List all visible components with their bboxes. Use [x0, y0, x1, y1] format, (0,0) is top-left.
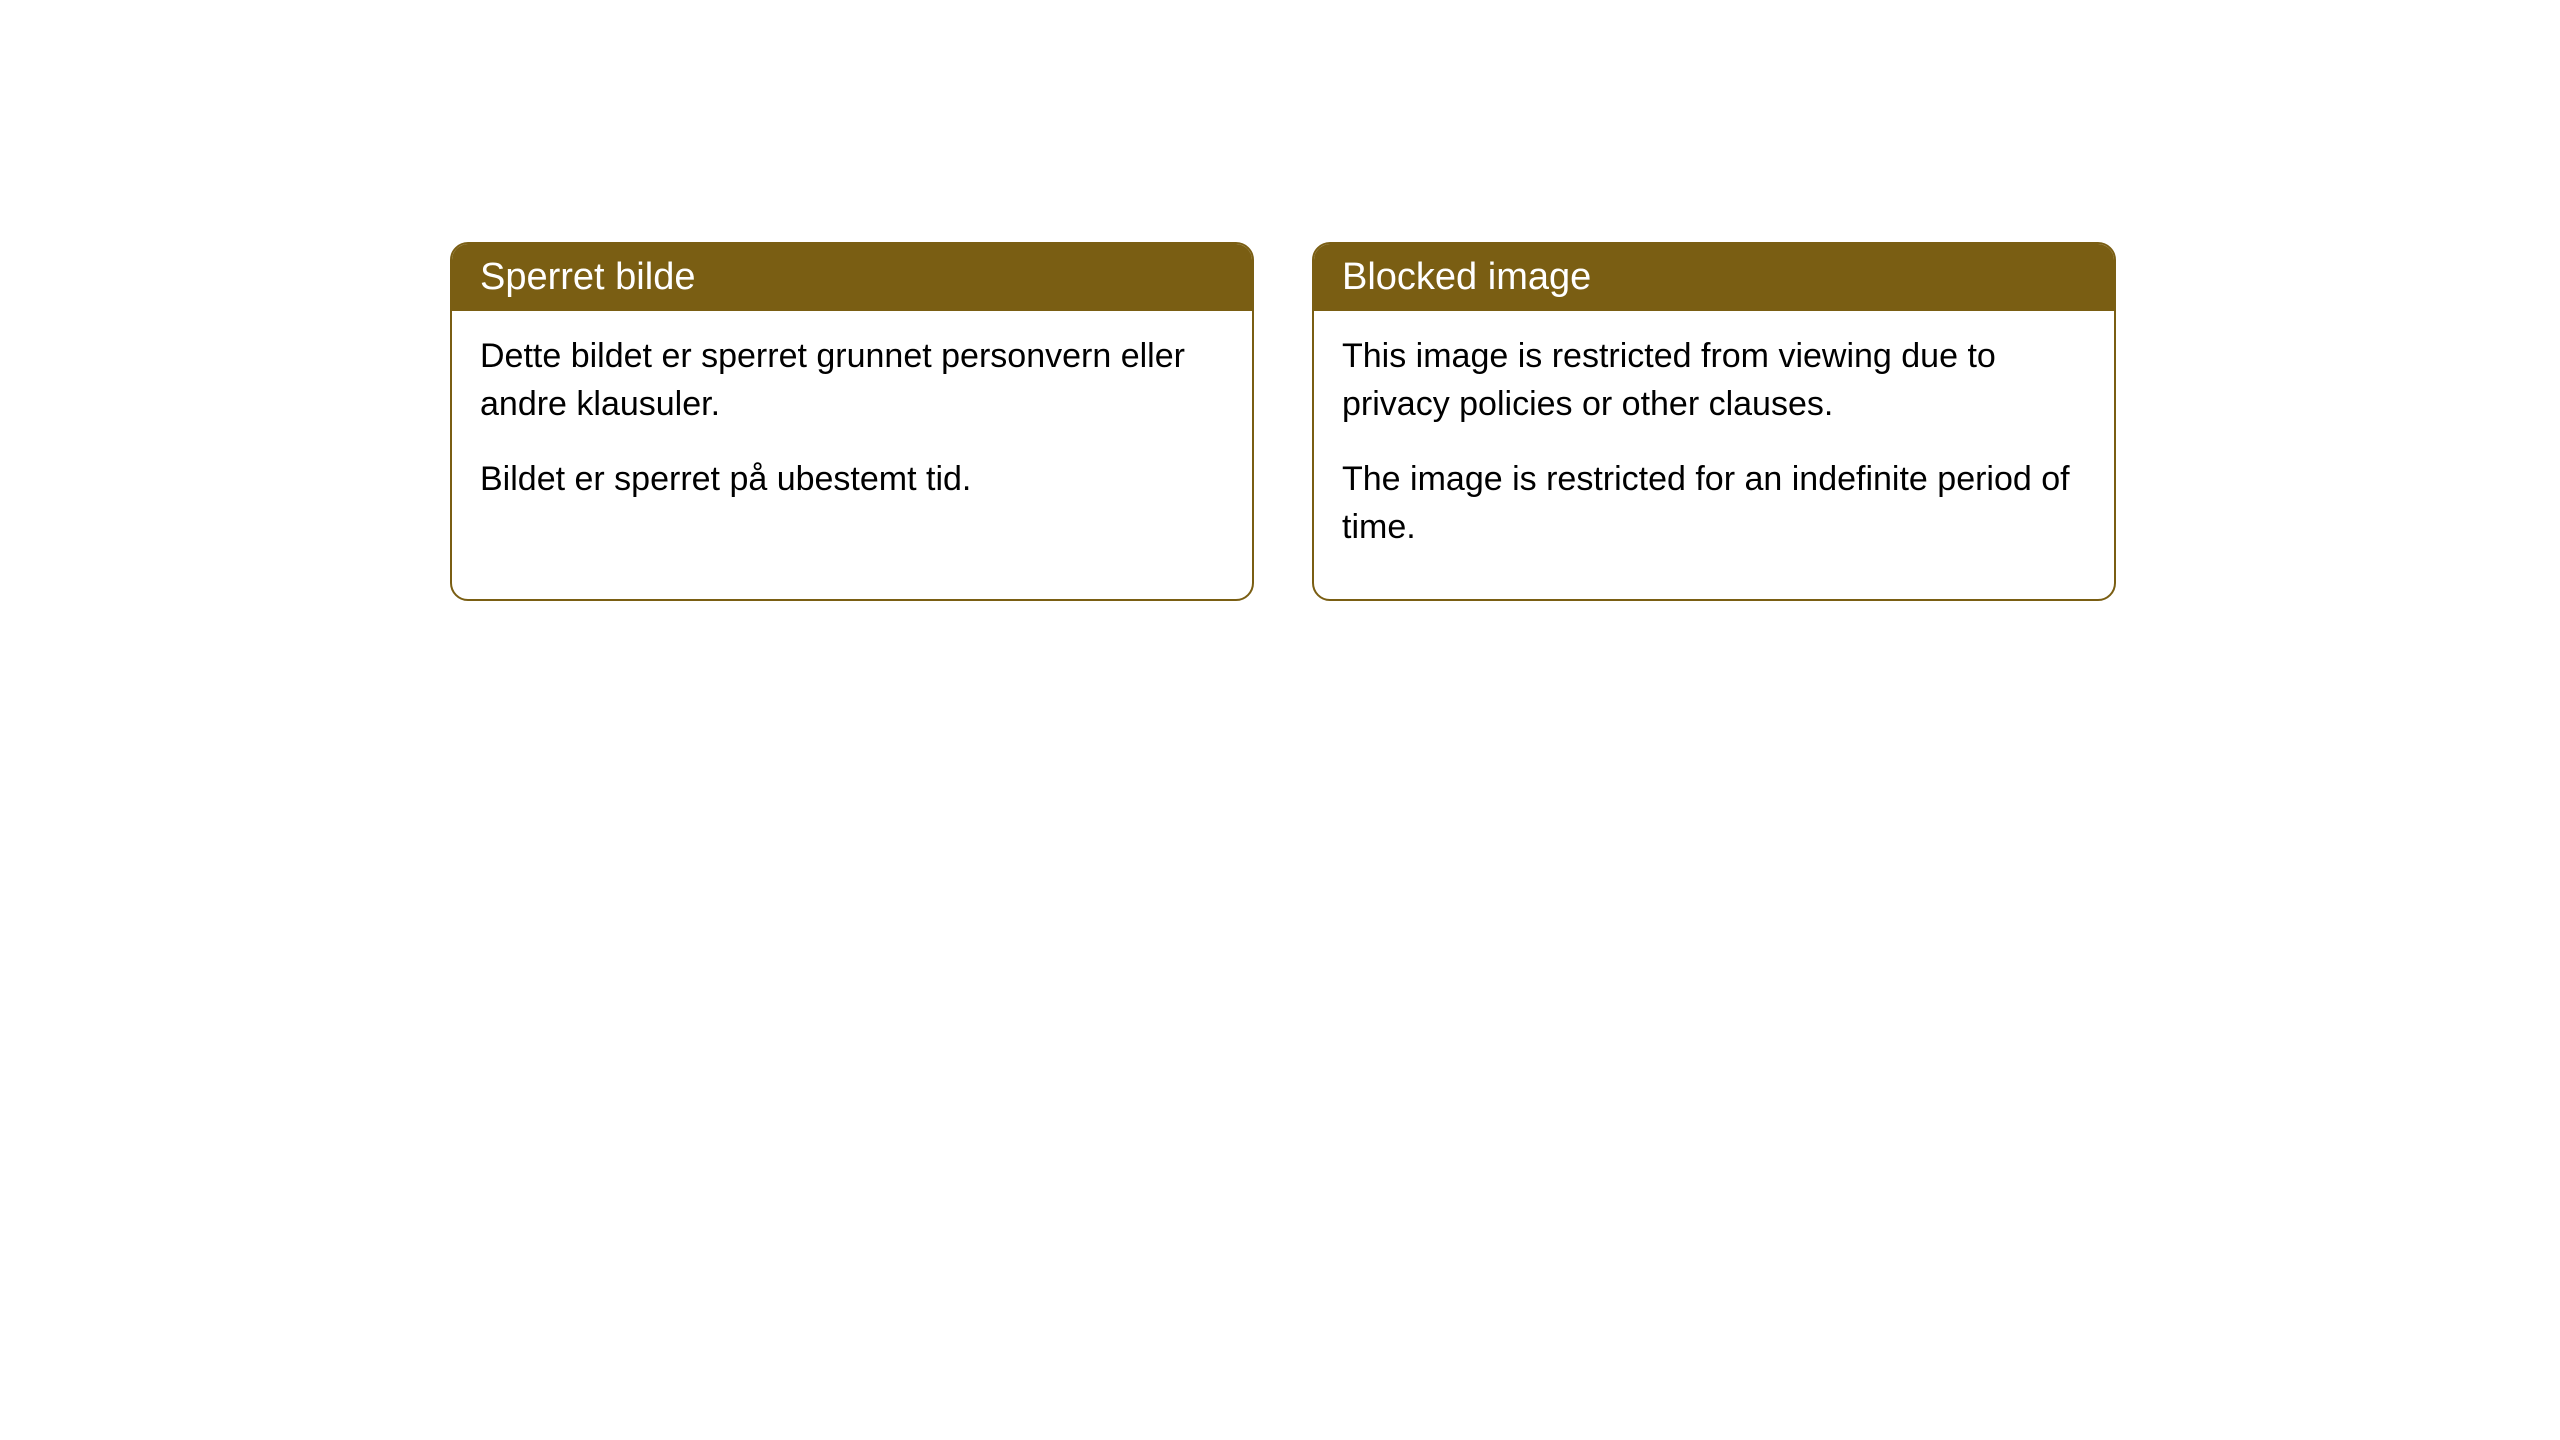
cards-container: Sperret bilde Dette bildet er sperret gr… [450, 242, 2116, 601]
card-paragraph: This image is restricted from viewing du… [1342, 333, 2086, 428]
card-paragraph: Dette bildet er sperret grunnet personve… [480, 333, 1224, 428]
card-header: Sperret bilde [452, 244, 1252, 311]
card-body: This image is restricted from viewing du… [1314, 311, 2114, 599]
card-title: Blocked image [1342, 256, 1591, 298]
card-body: Dette bildet er sperret grunnet personve… [452, 311, 1252, 552]
card-header: Blocked image [1314, 244, 2114, 311]
blocked-image-card-en: Blocked image This image is restricted f… [1312, 242, 2116, 601]
card-paragraph: Bildet er sperret på ubestemt tid. [480, 456, 1224, 504]
card-paragraph: The image is restricted for an indefinit… [1342, 456, 2086, 551]
card-title: Sperret bilde [480, 256, 695, 298]
blocked-image-card-no: Sperret bilde Dette bildet er sperret gr… [450, 242, 1254, 601]
